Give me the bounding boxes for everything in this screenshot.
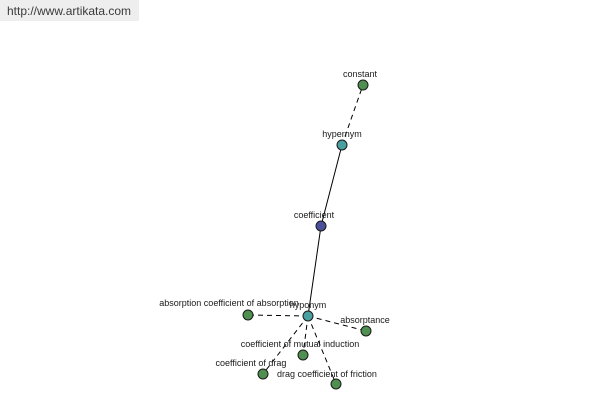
nodes — [242, 79, 372, 390]
label-absorption-coefficient: absorption coefficient of absorption — [159, 298, 298, 308]
label-hyponym: hyponym — [290, 300, 327, 310]
edge-hyponym-absorptance — [307, 315, 367, 332]
edge-hyponym-drag — [262, 315, 309, 375]
node-coefficient[interactable] — [315, 220, 327, 232]
label-constant: constant — [343, 69, 378, 79]
node-absorptance[interactable] — [360, 325, 372, 337]
edge-coefficient-hyponym — [307, 225, 322, 317]
edge-hypernym-constant — [341, 84, 364, 146]
label-mutual-induction: coefficient of mutual induction — [241, 339, 359, 349]
node-hyponym[interactable] — [302, 310, 314, 322]
site-url-link[interactable]: http://www.artikata.com — [0, 0, 139, 21]
edge-coefficient-hypernym — [320, 144, 343, 227]
node-hypernym[interactable] — [336, 139, 348, 151]
edges — [247, 84, 367, 385]
label-absorptance: absorptance — [340, 315, 390, 325]
label-hypernym: hypernym — [322, 129, 362, 139]
node-friction[interactable] — [330, 378, 342, 390]
edge-hyponym-friction — [307, 315, 337, 385]
node-drag[interactable] — [257, 368, 269, 380]
label-coefficient: coefficient — [294, 210, 335, 220]
edge-hyponym-mutual-induction — [302, 315, 309, 356]
node-absorption-coefficient[interactable] — [242, 309, 254, 321]
label-drag: coefficient of drag — [216, 358, 287, 368]
node-constant[interactable] — [357, 79, 369, 91]
labels: constant hypernym coefficient hyponym ab… — [159, 69, 389, 379]
node-mutual-induction[interactable] — [297, 349, 309, 361]
label-friction: drag coefficient of friction — [277, 369, 377, 379]
edge-hyponym-absorption-coefficient — [247, 314, 309, 317]
